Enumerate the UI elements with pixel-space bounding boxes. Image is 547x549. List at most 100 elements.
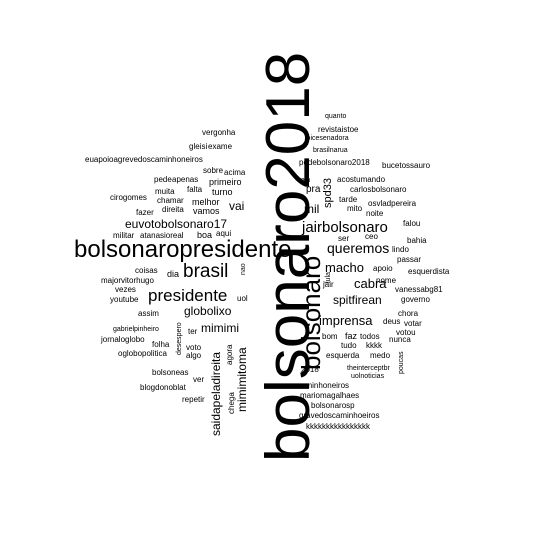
word: votar [404, 319, 422, 328]
word: coisas [135, 266, 158, 275]
word: governo [401, 295, 430, 304]
word: youtube [110, 295, 139, 304]
word: passar [397, 255, 422, 264]
word: ser [338, 234, 350, 243]
word: ceo [365, 232, 378, 241]
word: exame [208, 142, 233, 151]
word: osvladpereira [368, 199, 417, 208]
word: mito [347, 204, 363, 213]
word: mimimi [201, 321, 239, 335]
word: poucas [398, 351, 405, 374]
word: sobre [203, 166, 224, 175]
word: podebolsonaro2018 [299, 158, 370, 167]
word: chamar [157, 196, 184, 205]
word: bolsoneas [152, 368, 189, 377]
word: fazer [136, 208, 154, 217]
word: pra [306, 184, 321, 195]
word: vamos [193, 206, 220, 216]
word: pede [154, 175, 172, 184]
word: muita [155, 187, 175, 196]
word: spd33 [322, 178, 334, 208]
word: bucetossauro [382, 161, 431, 170]
word: esquerdista [408, 267, 450, 276]
word: chega [227, 392, 236, 414]
word: noite [366, 209, 384, 218]
word: algo [186, 351, 202, 360]
word: vergonha [202, 128, 236, 137]
word: repetir [182, 395, 205, 404]
word: 2018 [301, 365, 319, 374]
word: melhor [192, 197, 220, 207]
word: queremos [327, 240, 390, 256]
word: votou [396, 328, 416, 337]
word: nao [240, 263, 247, 275]
word: turno [212, 187, 233, 197]
word: deus [383, 317, 401, 326]
word: nunca [389, 335, 411, 344]
word: jornaloglobo [101, 335, 145, 344]
word: brasilnarua [313, 147, 348, 154]
word: imprensa [319, 313, 373, 328]
word: bom [322, 332, 338, 341]
word: hein [297, 177, 311, 184]
word: vai [229, 199, 245, 213]
word: acostumando [337, 175, 386, 184]
word: apenas [172, 175, 199, 184]
word: saidapeladireita [209, 351, 223, 436]
word: quanto [325, 113, 347, 120]
word: direita [162, 205, 184, 214]
word: gravedoscaminhoeiros [299, 411, 380, 420]
word: acima [224, 168, 246, 177]
word: falou [403, 219, 421, 228]
word: blogdonoblat [140, 383, 186, 392]
word: boa [197, 230, 213, 240]
word: cirogomes [110, 193, 147, 202]
word: bahia [407, 236, 427, 245]
word: oglobopolitica [118, 349, 167, 358]
word: caminhoneiros [297, 381, 350, 390]
word: euvotobolsonaro17 [125, 217, 228, 231]
word: assim [138, 309, 159, 318]
word: kkkkkkkkkkkkkkkk [306, 422, 370, 431]
word: desespero [176, 322, 183, 355]
word: mariomagalhaes [300, 391, 360, 400]
word: vanessabg81 [395, 285, 443, 294]
word: theinterceptbr [347, 365, 390, 372]
word: primeiro [209, 177, 242, 187]
word: uolnoticias [351, 373, 385, 380]
word: medo [370, 351, 391, 360]
word: folha [152, 340, 170, 349]
word: faz [345, 331, 358, 341]
word: apoio [373, 264, 393, 273]
word: falta [187, 185, 203, 194]
word: agora [225, 344, 234, 365]
word: bolsonaropresidente [74, 236, 292, 263]
word: carlosbolsonaro [350, 185, 407, 194]
word: revistaistoe [318, 125, 359, 134]
word: ver [193, 375, 205, 384]
word: tarde [339, 195, 358, 204]
word: tudo [341, 341, 357, 350]
word: vezes [115, 285, 136, 294]
word: globolixo [184, 304, 232, 318]
word: euapoioagrevedoscaminhoneiros [85, 155, 203, 164]
word: cabra [354, 276, 387, 291]
word: ter [188, 327, 198, 336]
word: jair [323, 280, 334, 289]
word: brasil [183, 261, 229, 282]
word: presidente [148, 286, 228, 305]
word: gabrielpinheiro [113, 326, 159, 333]
word: voto [186, 343, 202, 352]
word: gleisi [189, 142, 208, 151]
word: nome [376, 276, 397, 285]
word: mil [304, 202, 320, 216]
word: lindo [392, 245, 409, 254]
word: chora [398, 309, 419, 318]
word: uol [237, 294, 248, 303]
word: macho [325, 260, 365, 275]
word: militar [113, 231, 135, 240]
word: atanasioreal [140, 231, 184, 240]
word: bolsonarosp [311, 401, 355, 410]
word: kkkk [366, 341, 382, 350]
